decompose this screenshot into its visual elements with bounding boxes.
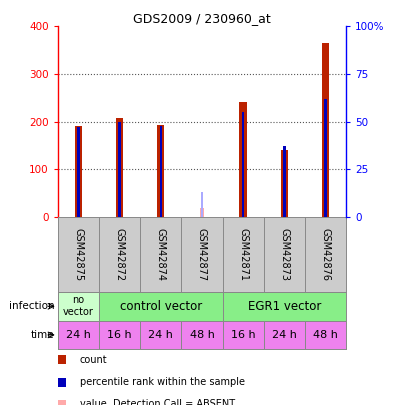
- Bar: [201, 192, 203, 217]
- Text: 24 h: 24 h: [66, 330, 91, 340]
- Bar: [160, 126, 162, 217]
- Bar: [74, 126, 82, 217]
- Text: 48 h: 48 h: [313, 330, 338, 340]
- Bar: [222, 321, 264, 349]
- Text: control vector: control vector: [120, 300, 202, 313]
- Text: value, Detection Call = ABSENT: value, Detection Call = ABSENT: [80, 399, 235, 405]
- Bar: [58, 321, 99, 349]
- Bar: [281, 150, 288, 217]
- Text: 24 h: 24 h: [148, 330, 173, 340]
- Bar: [324, 99, 327, 217]
- Text: time: time: [31, 330, 55, 340]
- Text: GSM42876: GSM42876: [321, 228, 331, 281]
- Bar: [264, 321, 305, 349]
- Bar: [242, 112, 244, 217]
- Text: infection: infection: [9, 301, 55, 311]
- Bar: [140, 321, 181, 349]
- Bar: [222, 292, 346, 321]
- Bar: [200, 209, 204, 217]
- Bar: [157, 125, 164, 217]
- Text: 48 h: 48 h: [189, 330, 215, 340]
- Bar: [99, 292, 222, 321]
- Bar: [116, 118, 123, 217]
- Bar: [305, 321, 346, 349]
- Bar: [322, 43, 330, 217]
- Text: GSM42873: GSM42873: [279, 228, 289, 281]
- Text: EGR1 vector: EGR1 vector: [248, 300, 321, 313]
- Text: 16 h: 16 h: [231, 330, 256, 340]
- Text: percentile rank within the sample: percentile rank within the sample: [80, 377, 245, 387]
- Text: GSM42877: GSM42877: [197, 228, 207, 281]
- Bar: [118, 122, 121, 217]
- Title: GDS2009 / 230960_at: GDS2009 / 230960_at: [133, 12, 271, 25]
- Text: GSM42875: GSM42875: [73, 228, 83, 281]
- Text: GSM42872: GSM42872: [115, 228, 125, 281]
- Bar: [58, 292, 99, 321]
- Bar: [181, 321, 222, 349]
- Text: 16 h: 16 h: [107, 330, 132, 340]
- Bar: [283, 147, 286, 217]
- Bar: [77, 128, 80, 217]
- Bar: [240, 102, 247, 217]
- Text: 24 h: 24 h: [272, 330, 297, 340]
- Text: no
vector: no vector: [63, 296, 94, 317]
- Bar: [99, 321, 140, 349]
- Text: GSM42871: GSM42871: [238, 228, 248, 281]
- Text: GSM42874: GSM42874: [156, 228, 166, 281]
- Text: count: count: [80, 355, 107, 365]
